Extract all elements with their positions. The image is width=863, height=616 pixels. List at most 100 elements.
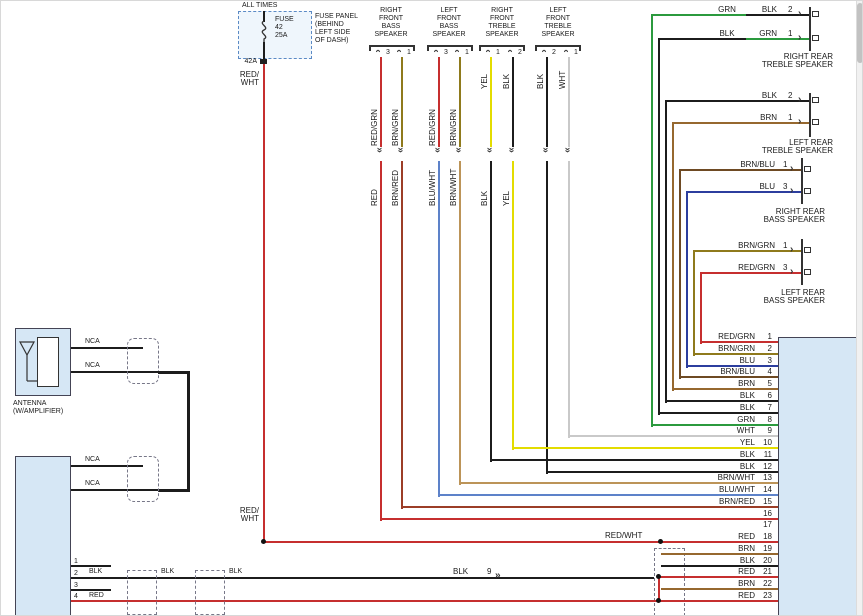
coax-cable	[158, 489, 190, 492]
wire-row18-red	[263, 541, 778, 543]
wire-row19	[661, 553, 778, 555]
row-pin: 16	[763, 509, 772, 518]
inline-connector-icon: »	[561, 147, 573, 153]
nca-label: NCA	[85, 362, 100, 369]
inline-connector-icon: »	[431, 147, 443, 153]
bar-tick	[479, 45, 481, 51]
inline-connector-icon: »	[452, 147, 464, 153]
row-label: BLU/WHT	[719, 485, 755, 494]
wire-label-red-wht-bottom: RED/ WHT	[239, 506, 259, 523]
pin-number: 2	[552, 49, 556, 56]
pin-arrow-icon: ›	[798, 32, 802, 43]
bar-tick	[535, 45, 537, 51]
pin-arrow-icon: ›	[430, 49, 442, 53]
wire-rf-bass-upper-1	[380, 57, 382, 147]
bar-tick	[427, 45, 429, 51]
row-label: RED	[738, 591, 755, 600]
fuse-terminal	[260, 59, 267, 64]
pin-number: 1	[74, 558, 78, 565]
wire-lf-treble-lower-1	[546, 161, 548, 474]
wire-label: BLK	[161, 568, 175, 575]
row-pin: 18	[763, 532, 772, 541]
nca-label: NCA	[85, 338, 100, 345]
wire-label: BLK	[761, 91, 777, 100]
wire-label: RED	[370, 189, 379, 206]
wire-label: YEL	[480, 73, 489, 89]
fuse-panel-box	[238, 11, 312, 59]
wire-rear-v8	[651, 15, 653, 427]
wire-lf-bass-upper-2	[459, 57, 461, 147]
wire-rear-v7	[658, 39, 660, 415]
row-pin: 20	[763, 556, 772, 565]
wire-label-red-wht-top: RED/ WHT	[239, 70, 259, 87]
row-label: BLK	[739, 450, 755, 459]
label-antenna: ANTENNA (W/AMPLIFIER)	[13, 400, 64, 415]
wire-rear-v3	[686, 192, 688, 368]
module-stub-2	[71, 489, 161, 491]
wire-row10	[512, 447, 778, 449]
pin-arrow-icon: ›	[538, 49, 550, 53]
wire-rf-bass-lower-2	[401, 161, 403, 509]
label-left-rear-bass: LEFT REAR BASS SPEAKER	[763, 288, 825, 305]
wire-label: BLK	[719, 29, 735, 38]
terminal-lug	[812, 35, 819, 41]
pin-number: 4	[74, 593, 78, 600]
wire-lr-treble-1	[665, 100, 809, 102]
pin-arrow-icon: ›	[790, 185, 794, 196]
inline-connector-box	[195, 570, 225, 615]
wire-row14	[438, 494, 778, 496]
label-left-front-bass: LEFT FRONT BASS SPEAKER	[432, 7, 466, 38]
inline-connector-box	[127, 570, 157, 615]
nca-label: NCA	[85, 480, 100, 487]
wire-lf-bass-lower-2	[459, 161, 461, 485]
wire-row7	[658, 412, 778, 414]
pin-number: 3	[386, 49, 390, 56]
pin-arrow-icon: ›	[482, 49, 494, 53]
wire-lf-treble-upper-2	[568, 57, 570, 147]
row-pin: 15	[763, 497, 772, 506]
wire-rf-treble-lower-2	[512, 161, 514, 450]
pin-number: 1	[574, 49, 578, 56]
wire-label: BLK	[453, 567, 469, 576]
wire-rear-v4	[679, 170, 681, 379]
wire-lf-bass-lower-1	[438, 161, 440, 497]
row-pin: 9	[767, 426, 772, 435]
label-left-front-treble: LEFT FRONT TREBLE SPEAKER	[541, 7, 575, 38]
wire-row9	[568, 435, 778, 437]
wire-lf-bass-upper-1	[438, 57, 440, 147]
row-label: BRN	[738, 544, 755, 553]
wire-rf-treble-upper-1	[490, 57, 492, 147]
row-pin: 14	[763, 485, 772, 494]
pin-arrow-icon: ›	[372, 49, 384, 53]
wire-label-red-wht-inline: RED/WHT	[605, 531, 643, 540]
row-pin: 21	[763, 567, 772, 576]
row-label: GRN	[737, 415, 755, 424]
wire-rear-v5	[672, 123, 674, 391]
wire-rf-bass-upper-2	[401, 57, 403, 147]
wire-rr-treble-1b	[746, 14, 809, 16]
wire-label: RED/GRN	[738, 263, 775, 272]
wire-label: RED/GRN	[370, 109, 379, 146]
fuse-icon	[261, 21, 267, 43]
label-right-front-bass: RIGHT FRONT BASS SPEAKER	[374, 7, 408, 38]
row-label: BRN/RED	[718, 497, 755, 506]
wire-rr-bass-1	[679, 169, 801, 171]
scrollbar-thumb[interactable]	[857, 3, 862, 63]
label-right-rear-bass: RIGHT REAR BASS SPEAKER	[763, 207, 825, 224]
pin-number: 1	[496, 49, 500, 56]
pin-number: 2	[788, 5, 793, 14]
wire-lr-treble-2	[672, 122, 809, 124]
row-pin: 19	[763, 544, 772, 553]
pin-arrow-icon: ›	[790, 244, 794, 255]
wire-row12	[546, 471, 778, 473]
vertical-scrollbar[interactable]	[856, 1, 862, 615]
wire-label: BLU/WHT	[428, 170, 437, 206]
wire-label: BRN/GRN	[391, 109, 400, 146]
inline-connector-icon: »	[495, 570, 501, 581]
wire-label: BRN/RED	[391, 169, 400, 206]
pin-number: 1	[788, 29, 793, 38]
antenna-stub-2	[71, 371, 161, 373]
pin-number: 2	[74, 570, 78, 577]
wire-row6	[665, 400, 778, 402]
wire-rr-treble-2a	[658, 38, 747, 40]
